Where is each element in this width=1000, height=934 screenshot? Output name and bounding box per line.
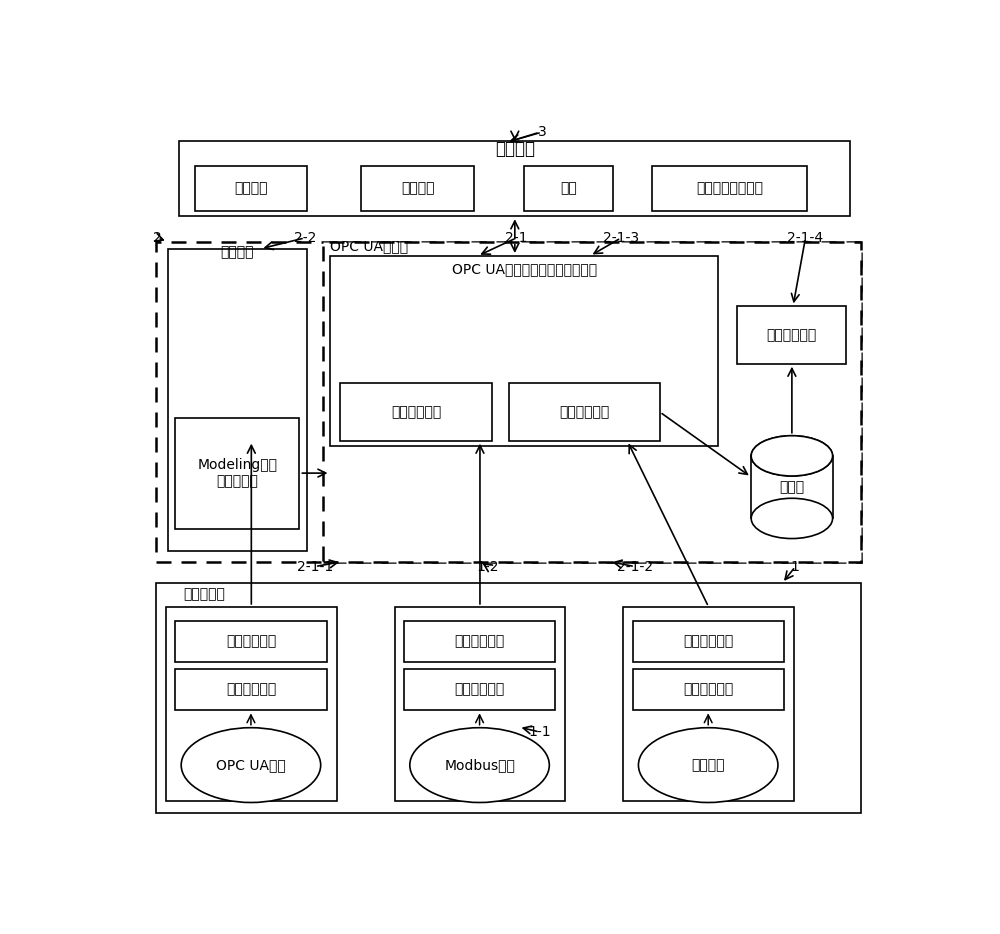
Bar bbox=[509, 383, 660, 441]
Text: 数据调制模块: 数据调制模块 bbox=[454, 683, 505, 697]
Text: 底层适配器: 底层适配器 bbox=[183, 587, 225, 601]
Bar bbox=[737, 306, 846, 363]
Text: 1-2: 1-2 bbox=[476, 559, 499, 573]
Text: OPC UA设备: OPC UA设备 bbox=[216, 758, 286, 772]
Ellipse shape bbox=[751, 435, 833, 476]
Text: 其他设备: 其他设备 bbox=[691, 758, 725, 772]
Bar bbox=[623, 607, 794, 801]
Bar bbox=[633, 620, 784, 662]
Text: OPC UA中间件: OPC UA中间件 bbox=[330, 239, 409, 253]
Text: 1-1: 1-1 bbox=[528, 725, 551, 739]
Text: 2-1-3: 2-1-3 bbox=[603, 231, 639, 245]
Ellipse shape bbox=[410, 728, 549, 802]
Text: 数据传输模块: 数据传输模块 bbox=[226, 634, 276, 648]
Text: OPC UA服务器（实时数据模块）: OPC UA服务器（实时数据模块） bbox=[452, 262, 597, 276]
Text: 1: 1 bbox=[791, 559, 800, 573]
Text: 系统配置: 系统配置 bbox=[221, 246, 254, 260]
Text: 3: 3 bbox=[538, 125, 546, 139]
Text: 数据调制模块: 数据调制模块 bbox=[226, 683, 276, 697]
Bar bbox=[156, 583, 861, 814]
Bar bbox=[361, 166, 474, 210]
Text: 2-1-2: 2-1-2 bbox=[617, 559, 653, 573]
Bar bbox=[404, 620, 555, 662]
Bar bbox=[652, 166, 807, 210]
Text: 数据传输模块: 数据传输模块 bbox=[683, 634, 733, 648]
Text: 2-1-4: 2-1-4 bbox=[787, 231, 824, 245]
Text: 2: 2 bbox=[153, 231, 162, 245]
Text: 2-2: 2-2 bbox=[294, 231, 316, 245]
Bar bbox=[166, 607, 337, 801]
Text: 报警: 报警 bbox=[560, 181, 577, 195]
Bar bbox=[156, 242, 861, 561]
Text: 数据传输模块: 数据传输模块 bbox=[454, 634, 505, 648]
Bar bbox=[175, 669, 326, 711]
Text: 数据调制模块: 数据调制模块 bbox=[683, 683, 733, 697]
Text: 实时数据: 实时数据 bbox=[234, 181, 268, 195]
Bar bbox=[404, 669, 555, 711]
Text: 上层应用: 上层应用 bbox=[495, 140, 535, 159]
Text: Modeling建模
与配置模块: Modeling建模 与配置模块 bbox=[197, 459, 277, 488]
Bar bbox=[330, 256, 718, 446]
Bar bbox=[751, 456, 833, 518]
Text: 历史数据: 历史数据 bbox=[401, 181, 434, 195]
Bar bbox=[395, 607, 565, 801]
Text: Modbus设备: Modbus设备 bbox=[444, 758, 515, 772]
Ellipse shape bbox=[181, 728, 321, 802]
Text: 2-1-1: 2-1-1 bbox=[297, 559, 333, 573]
Bar bbox=[633, 669, 784, 711]
Bar bbox=[168, 248, 307, 551]
Text: 历史数据模块: 历史数据模块 bbox=[766, 328, 817, 342]
Text: 2-1: 2-1 bbox=[505, 231, 528, 245]
Text: 数据库: 数据库 bbox=[779, 480, 804, 494]
Bar bbox=[175, 620, 326, 662]
Bar bbox=[524, 166, 613, 210]
Ellipse shape bbox=[751, 435, 833, 476]
Text: 数据采集模块: 数据采集模块 bbox=[391, 405, 441, 419]
Text: 设备使用时间统计: 设备使用时间统计 bbox=[696, 181, 763, 195]
Ellipse shape bbox=[638, 728, 778, 802]
Bar bbox=[340, 383, 492, 441]
Bar bbox=[175, 417, 299, 530]
Ellipse shape bbox=[751, 498, 833, 539]
Bar bbox=[323, 242, 861, 561]
Bar bbox=[195, 166, 307, 210]
Text: 事件处理模块: 事件处理模块 bbox=[559, 405, 609, 419]
Bar bbox=[179, 141, 850, 217]
